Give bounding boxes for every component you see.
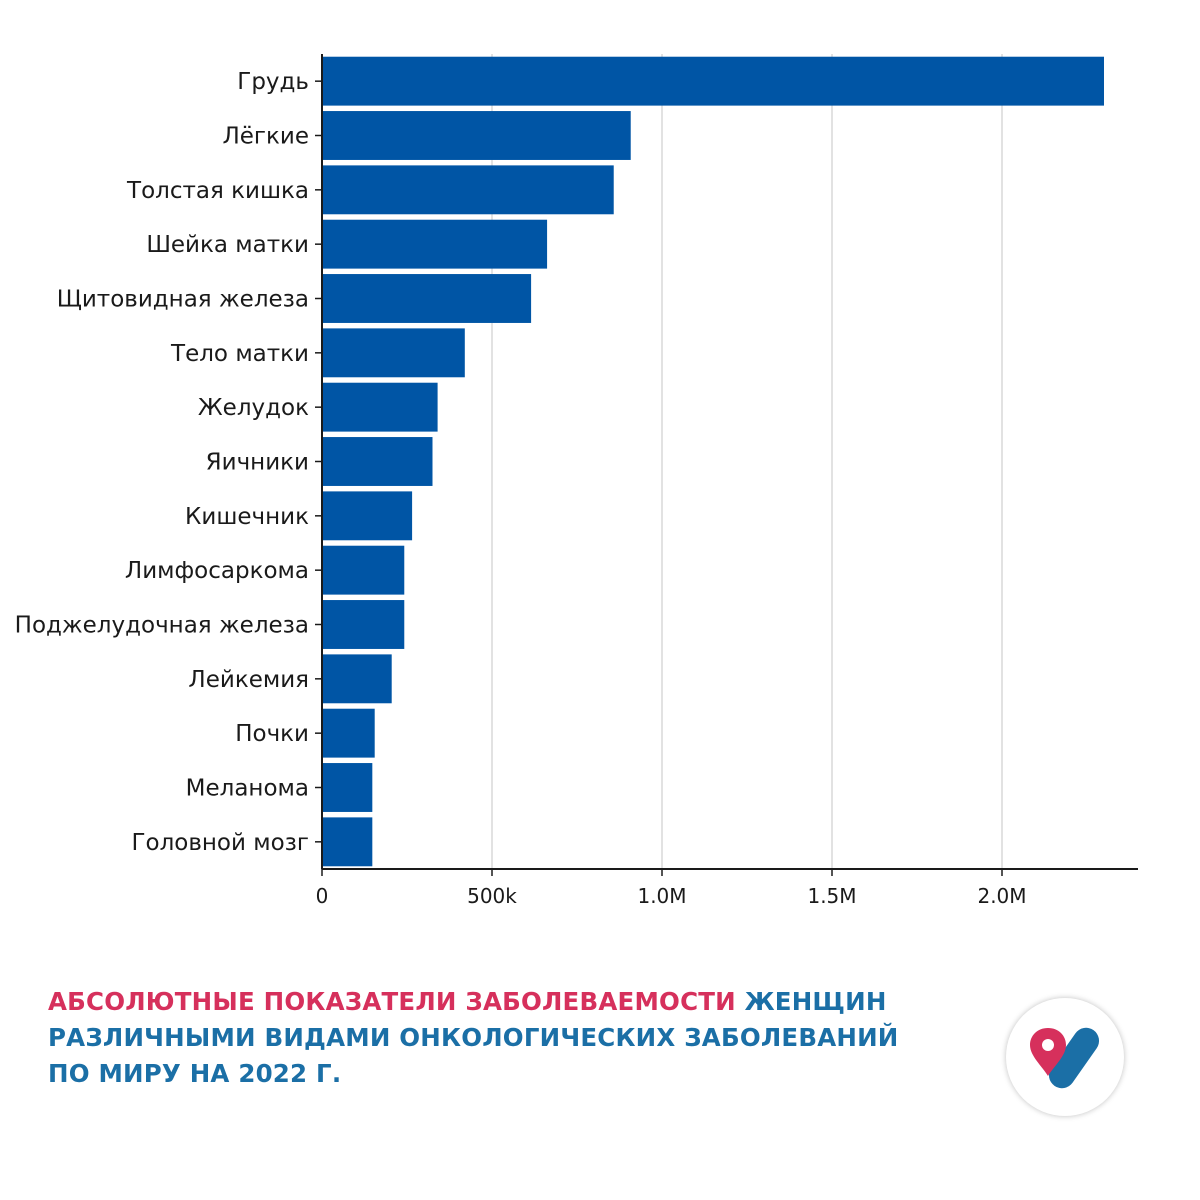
category-labels: Грудь Лёгкие Толстая кишка Шейка матки Щитов… (15, 69, 309, 856)
pin-and-capsule-logo-icon (1030, 1027, 1100, 1089)
bar (322, 274, 532, 323)
bars (322, 56, 1104, 867)
x-tick-label: 500k (467, 884, 517, 908)
bar (322, 491, 413, 541)
bar-chart: Грудь Лёгкие Толстая кишка Шейка матки Щитов… (15, 54, 1138, 908)
x-tick-label: 2.0M (977, 884, 1026, 908)
bar (322, 817, 373, 867)
category-label: Грудь (237, 69, 309, 95)
category-label: Шейка матки (146, 232, 309, 258)
bar (322, 708, 375, 758)
x-tick-label: 0 (316, 884, 329, 908)
category-label: Лейкемия (188, 667, 309, 693)
bar (322, 763, 373, 812)
category-label: Желудок (198, 395, 309, 421)
axes: 0 500k 1.0M 1.5M 2.0M (315, 54, 1138, 908)
category-label: Меланома (186, 776, 309, 802)
brand-logo (1006, 998, 1124, 1116)
bar (322, 382, 438, 432)
caption-accent: АБСОЛЮТНЫЕ ПОКАЗАТЕЛИ ЗАБОЛЕВАЕМОСТИ (48, 987, 736, 1016)
chart-caption: АБСОЛЮТНЫЕ ПОКАЗАТЕЛИ ЗАБОЛЕВАЕМОСТИ ЖЕН… (48, 984, 948, 1092)
bar (322, 328, 465, 378)
category-label: Тело матки (170, 341, 309, 367)
bar (322, 437, 433, 486)
bar (322, 111, 631, 160)
bar (322, 219, 548, 269)
bar (322, 545, 405, 595)
grid-lines (491, 54, 1003, 869)
x-tick-label: 1.5M (807, 884, 856, 908)
bar (322, 600, 405, 649)
category-label: Почки (235, 721, 309, 747)
category-label: Кишечник (185, 504, 309, 530)
category-label: Щитовидная железа (57, 287, 309, 313)
caption-line2: РАЗЛИЧНЫМИ ВИДАМИ ОНКОЛОГИЧЕСКИХ ЗАБОЛЕВ… (48, 1023, 899, 1052)
category-label: Яичники (206, 450, 309, 476)
caption-line1-rest: ЖЕНЩИН (735, 987, 887, 1016)
bar (322, 56, 1104, 106)
bar (322, 165, 614, 215)
category-label: Лёгкие (222, 124, 309, 150)
x-tick-label: 1.0M (637, 884, 686, 908)
bar (322, 654, 392, 704)
caption-line3: ПО МИРУ НА 2022 Г. (48, 1059, 342, 1088)
category-label: Толстая кишка (126, 178, 309, 204)
category-label: Головной мозг (131, 830, 309, 856)
category-label: Лимфосаркома (125, 558, 309, 584)
category-label: Поджелудочная железа (15, 613, 309, 639)
